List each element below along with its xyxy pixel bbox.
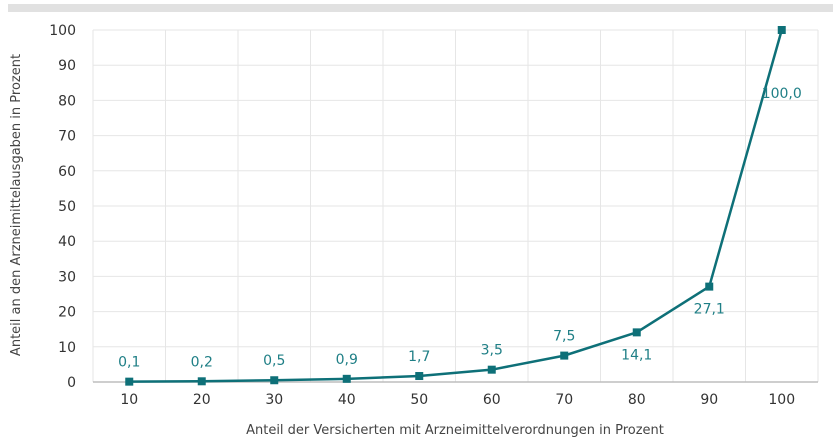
x-tick-label: 30	[265, 392, 283, 408]
y-tick-label: 70	[58, 129, 76, 145]
data-point	[632, 328, 641, 337]
y-tick-label: 50	[58, 199, 76, 215]
data-point	[487, 365, 496, 374]
data-point	[560, 351, 569, 360]
x-axis-title: Anteil der Versicherten mit Arzneimittel…	[246, 423, 664, 438]
x-axis-ticks: 10 20 30 40 50 60 70 80 90 100	[120, 392, 795, 408]
data-label: 3,5	[481, 343, 503, 359]
data-label: 0,2	[191, 354, 213, 370]
data-label: 27,1	[694, 302, 725, 318]
data-point	[705, 282, 714, 291]
data-label: 0,1	[118, 355, 140, 371]
data-point	[415, 372, 424, 381]
x-tick-label: 70	[555, 392, 573, 408]
data-label: 100,0	[762, 86, 802, 102]
y-tick-label: 10	[58, 340, 76, 356]
data-label: 7,5	[553, 329, 575, 345]
data-point	[777, 26, 786, 34]
x-tick-label: 90	[700, 392, 718, 408]
header-bar	[8, 4, 833, 12]
y-tick-label: 90	[58, 58, 76, 74]
data-point	[197, 377, 206, 386]
data-markers	[125, 26, 786, 386]
y-tick-label: 30	[58, 269, 76, 285]
data-label: 0,5	[263, 353, 285, 369]
x-tick-label: 100	[768, 392, 795, 408]
y-tick-label: 40	[58, 234, 76, 250]
y-tick-label: 0	[67, 375, 76, 391]
grid-lines	[92, 29, 819, 382]
data-label: 1,7	[408, 349, 430, 365]
x-tick-label: 20	[193, 392, 211, 408]
y-tick-label: 60	[58, 164, 76, 180]
x-tick-label: 60	[483, 392, 501, 408]
x-tick-label: 50	[410, 392, 428, 408]
y-tick-label: 100	[49, 23, 76, 39]
x-tick-label: 80	[628, 392, 646, 408]
data-label: 14,1	[621, 347, 652, 363]
y-tick-label: 80	[58, 93, 76, 109]
y-axis-title: Anteil an den Arzneimittelausgaben in Pr…	[9, 54, 24, 356]
data-point	[270, 376, 279, 385]
y-axis-ticks: 0 10 20 30 40 50 60 70 80 90 100	[49, 23, 76, 391]
x-tick-label: 40	[338, 392, 356, 408]
y-tick-label: 20	[58, 305, 76, 321]
data-labels: 0,1 0,2 0,5 0,9 1,7 3,5 7,5 14,1 27,1 100,0	[118, 86, 802, 371]
series-line	[129, 29, 783, 383]
data-point	[342, 374, 351, 383]
data-label: 0,9	[336, 352, 358, 368]
x-tick-label: 10	[120, 392, 138, 408]
data-point	[125, 377, 134, 386]
